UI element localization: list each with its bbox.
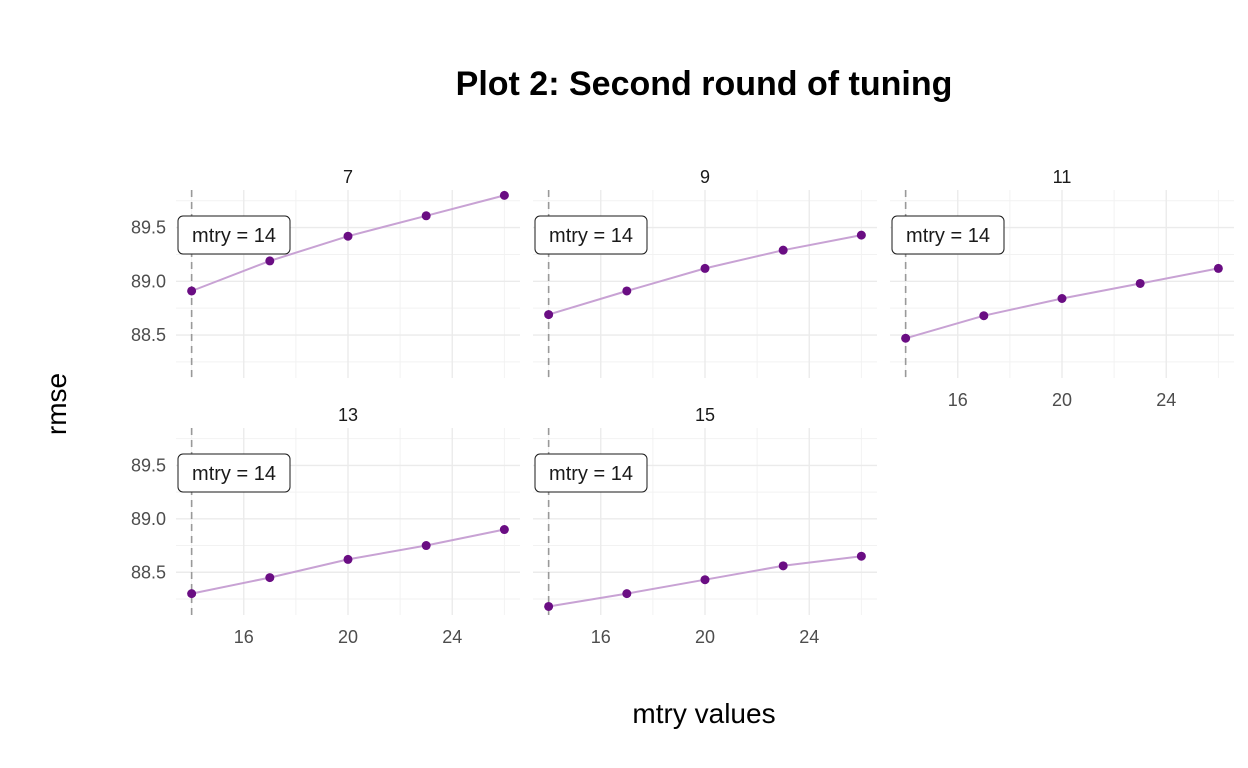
data-point bbox=[979, 311, 989, 321]
annotation-box bbox=[534, 215, 648, 255]
data-point bbox=[265, 256, 275, 266]
annotation-box bbox=[534, 453, 648, 493]
x-tick-label: 20 bbox=[695, 627, 715, 647]
y-tick-label: 89.0 bbox=[131, 509, 166, 529]
data-point bbox=[778, 245, 788, 255]
x-tick-label: 20 bbox=[338, 627, 358, 647]
y-axis-title: rmse bbox=[41, 373, 72, 435]
x-axis-title: mtry values bbox=[632, 698, 775, 729]
data-point bbox=[856, 230, 866, 240]
data-point bbox=[544, 310, 554, 320]
facet-strip-label: 13 bbox=[338, 405, 358, 425]
data-point bbox=[343, 554, 353, 564]
data-point bbox=[622, 286, 632, 296]
facet-panel-11: 11 16 20 24 mtry = 14 bbox=[890, 167, 1234, 410]
data-point bbox=[622, 589, 632, 599]
annotation-label: mtry = 14 bbox=[549, 225, 633, 247]
y-tick-label: 89.5 bbox=[131, 455, 166, 475]
y-tick-label: 88.5 bbox=[131, 562, 166, 582]
data-point bbox=[1213, 263, 1223, 273]
x-tick-label: 16 bbox=[591, 627, 611, 647]
facet-strip-label: 11 bbox=[1053, 167, 1072, 187]
data-point bbox=[421, 541, 431, 551]
annotation-label: mtry = 14 bbox=[192, 463, 276, 485]
y-tick-label: 89.5 bbox=[131, 218, 166, 238]
facet-panels: 7 88.5 89.0 89.5 mtry = 14 9 mtry = 14 11 16 20 24… bbox=[131, 167, 1234, 647]
y-tick-label: 89.0 bbox=[131, 271, 166, 291]
chart-title: Plot 2: Second round of tuning bbox=[456, 65, 953, 103]
facet-panel-9: 9 mtry = 14 bbox=[533, 167, 877, 378]
annotation-box bbox=[177, 453, 291, 493]
facet-panel-13: 13 88.5 89.0 89.5 16 20 24 mtry = 14 bbox=[131, 405, 520, 647]
data-point bbox=[700, 575, 710, 585]
x-tick-label: 16 bbox=[234, 627, 254, 647]
data-point bbox=[499, 525, 509, 535]
data-point bbox=[265, 573, 275, 583]
annotation-label: mtry = 14 bbox=[192, 225, 276, 247]
facet-strip-label: 9 bbox=[700, 167, 710, 187]
data-point bbox=[778, 561, 788, 571]
facet-panel-7: 7 88.5 89.0 89.5 mtry = 14 bbox=[131, 167, 520, 378]
data-point bbox=[856, 551, 866, 561]
data-point bbox=[421, 211, 431, 221]
data-point bbox=[901, 333, 911, 343]
facet-strip-label: 7 bbox=[343, 167, 353, 187]
data-point bbox=[187, 589, 197, 599]
data-point bbox=[343, 231, 353, 241]
data-point bbox=[1135, 278, 1145, 288]
data-point bbox=[1057, 294, 1067, 304]
data-point bbox=[499, 190, 509, 200]
annotation-box bbox=[891, 215, 1005, 255]
facet-strip-label: 15 bbox=[695, 405, 715, 425]
x-tick-label: 24 bbox=[799, 627, 819, 647]
x-tick-label: 16 bbox=[948, 390, 968, 410]
y-tick-label: 88.5 bbox=[131, 325, 166, 345]
annotation-label: mtry = 14 bbox=[906, 225, 990, 247]
annotation-box bbox=[177, 215, 291, 255]
facet-panel-15: 15 16 20 24 mtry = 14 bbox=[533, 405, 877, 647]
data-point bbox=[187, 286, 197, 296]
x-tick-label: 24 bbox=[442, 627, 462, 647]
annotation-label: mtry = 14 bbox=[549, 463, 633, 485]
x-tick-label: 20 bbox=[1052, 390, 1072, 410]
data-point bbox=[700, 263, 710, 273]
x-tick-label: 24 bbox=[1156, 390, 1176, 410]
data-point bbox=[544, 601, 554, 611]
